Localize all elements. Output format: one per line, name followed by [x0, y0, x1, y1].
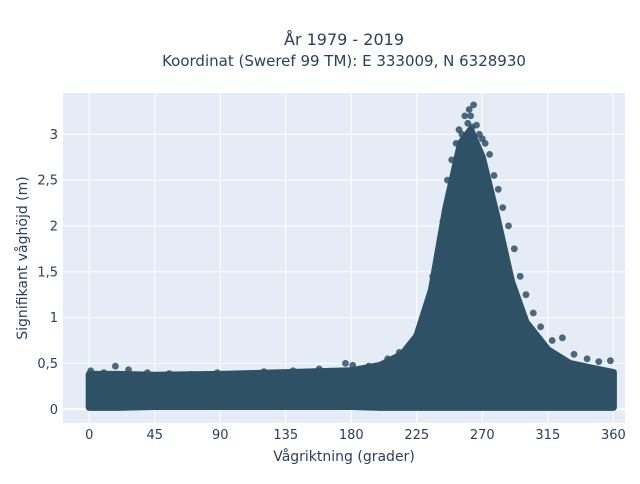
scatter-point	[395, 349, 403, 356]
scatter-point	[481, 140, 489, 147]
scatter-point	[537, 323, 544, 331]
x-tick-labels: 0 45 90 135 180 225 270 315 360	[85, 428, 626, 443]
scatter-point	[499, 204, 507, 212]
scatter-point	[187, 371, 195, 378]
scatter-point	[125, 366, 132, 374]
y-tick-label: 2	[50, 219, 58, 234]
scatter-point	[494, 185, 502, 193]
scatter-point	[458, 130, 466, 138]
scatter-point	[144, 369, 151, 376]
scatter-point	[342, 360, 349, 367]
y-tick-label: 3	[50, 128, 58, 143]
scatter-point	[595, 358, 603, 365]
scatter-point	[112, 362, 119, 370]
scatter-point	[423, 305, 431, 312]
scatter-point	[213, 369, 221, 376]
scatter-point	[435, 245, 442, 253]
scatter-cloud	[85, 126, 617, 411]
scatter-point	[461, 112, 469, 120]
x-axis-label: Vågriktning (grader)	[273, 448, 415, 465]
x-tick-label: 225	[404, 428, 429, 443]
y-tick-label: 2,5	[37, 174, 58, 189]
chart-subtitle: Koordinat (Sweref 99 TM): E 333009, N 63…	[162, 52, 526, 70]
y-tick-label: 0	[50, 403, 58, 418]
scatter-point	[559, 334, 566, 342]
scatter-point	[260, 368, 268, 376]
scatter-point	[516, 272, 524, 280]
scatter-point	[417, 330, 425, 338]
scatter-point	[467, 112, 475, 120]
scatter-point	[470, 101, 477, 109]
scatter-point	[365, 362, 373, 370]
chart-title: År 1979 - 2019	[284, 30, 404, 49]
scatter-point	[444, 176, 451, 184]
scatter-points	[85, 101, 617, 411]
scatter-point	[510, 245, 518, 253]
scatter-point	[490, 172, 498, 179]
y-tick-label: 1	[50, 311, 58, 326]
scatter-point	[439, 217, 447, 225]
scatter-point	[529, 309, 537, 317]
scatter-point	[607, 357, 614, 365]
x-tick-label: 360	[601, 428, 626, 443]
scatter-point	[473, 121, 480, 129]
x-tick-label: 315	[535, 428, 560, 443]
x-tick-label: 0	[85, 428, 93, 443]
scatter-point	[583, 355, 591, 363]
scatter-point	[237, 371, 245, 378]
scatter-point	[522, 291, 530, 299]
scatter-point	[548, 337, 556, 344]
x-tick-label: 270	[470, 428, 495, 443]
scatter-point	[315, 365, 323, 373]
scatter-point	[93, 371, 100, 378]
x-tick-label: 45	[146, 428, 163, 443]
x-tick-label: 180	[339, 428, 364, 443]
scatter-point	[406, 343, 413, 351]
y-axis-label: Signifikant våghöjd (m)	[14, 176, 31, 339]
y-tick-label: 0,5	[37, 357, 58, 372]
scatter-point	[465, 106, 473, 113]
scatter-point	[87, 367, 95, 375]
x-tick-label: 90	[212, 428, 229, 443]
y-tick-labels: 0 0,5 1 1,5 2 2,5 3	[37, 128, 58, 418]
scatter-point	[384, 355, 392, 363]
scatter-point	[429, 272, 437, 280]
scatter-point	[100, 369, 108, 376]
scatter-point	[505, 222, 512, 230]
scatter-point	[486, 151, 493, 158]
scatter-point	[570, 350, 578, 358]
y-tick-label: 1,5	[37, 265, 58, 280]
scatter-point	[165, 370, 173, 377]
scatter-point	[448, 156, 456, 164]
scatter-point	[452, 140, 460, 147]
x-tick-label: 135	[273, 428, 298, 443]
scatter-point	[289, 367, 297, 375]
scatter-point	[349, 361, 357, 369]
